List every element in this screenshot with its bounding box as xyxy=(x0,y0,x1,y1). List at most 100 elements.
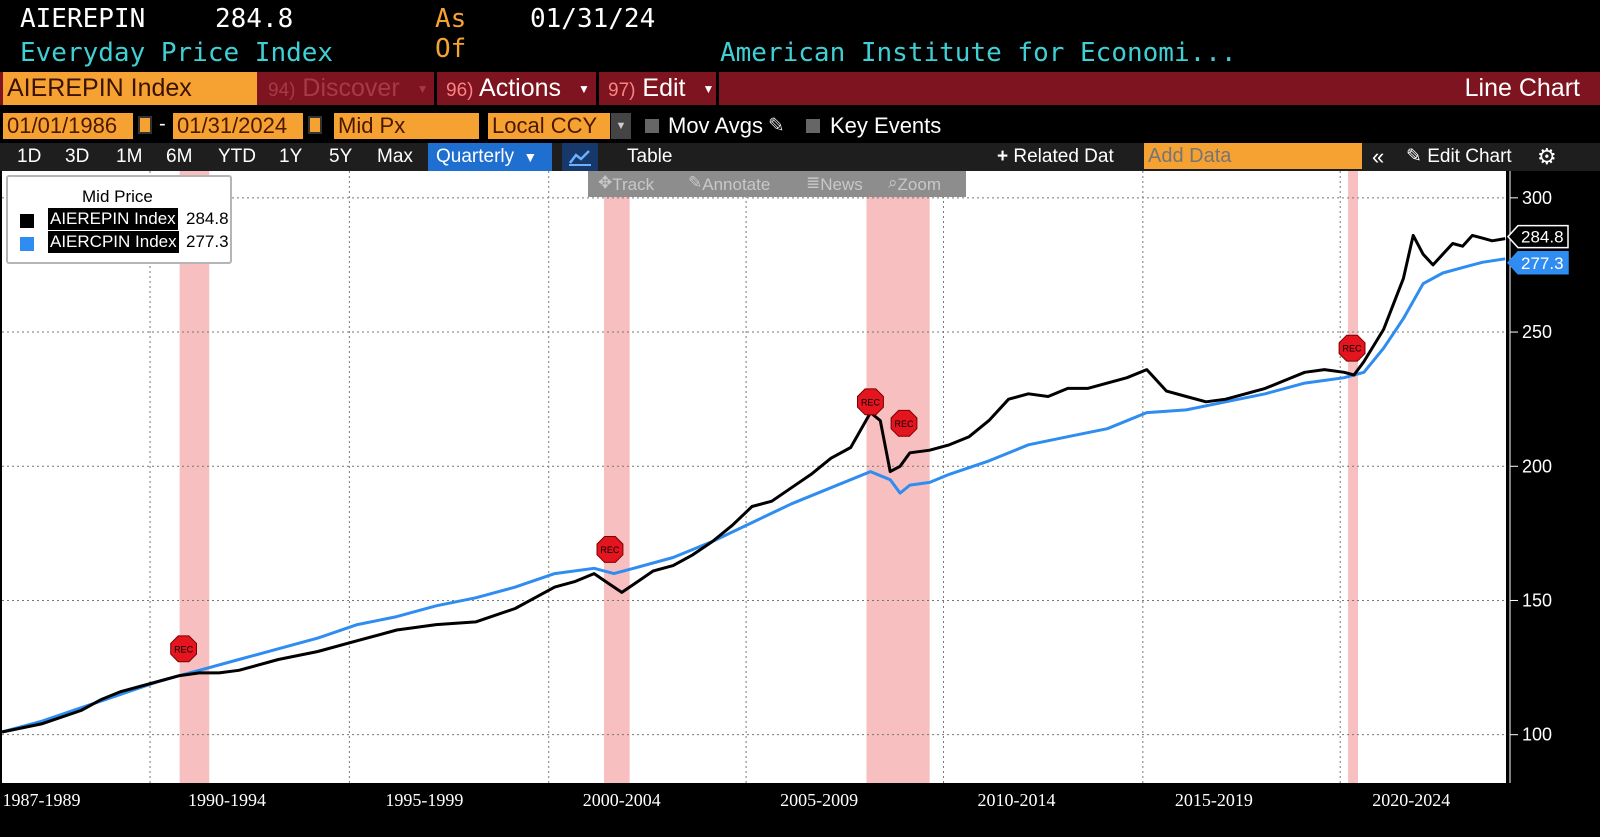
plus-icon: + xyxy=(997,146,1009,167)
period-1d[interactable]: 1D xyxy=(17,146,42,167)
chart-legend: Mid Price AIEREPIN Index 284.8 AIERCPIN … xyxy=(6,175,232,264)
chart-area: REC REC REC REC REC 100 150 200 250 300 284.8 277.3… xyxy=(0,171,1600,837)
controls-bar: 01/01/1986 - 01/31/2024 Mid Px Local CCY… xyxy=(0,113,1600,143)
y-tick-label: 150 xyxy=(1522,590,1552,610)
period-1m[interactable]: 1M xyxy=(116,146,143,167)
x-tick-label: 2020-2024 xyxy=(1372,790,1450,810)
recession-marker-icon xyxy=(1338,334,1366,362)
header-line-2: Everyday Price Index American Institute … xyxy=(20,38,1237,72)
y-tick-label: 100 xyxy=(1522,725,1552,745)
track-button[interactable]: ✥ Track xyxy=(598,173,655,194)
actions-menu[interactable]: 96) Actions ▼ xyxy=(446,72,590,105)
frequency-select[interactable]: Quarterly ▼ xyxy=(428,143,552,171)
period-6m[interactable]: 6M xyxy=(166,146,193,167)
series-line xyxy=(1,233,1506,734)
edit-key: 97) xyxy=(608,80,636,101)
pencil-icon: ✎ xyxy=(1406,146,1422,167)
recession-marker-icon xyxy=(890,409,918,437)
period-3d[interactable]: 3D xyxy=(65,146,90,167)
start-date-field[interactable]: 01/01/1986 xyxy=(3,113,133,139)
news-button[interactable]: ≣ News xyxy=(806,173,863,194)
last-value-label: 284.8 xyxy=(1521,228,1564,247)
period-5y[interactable]: 5Y xyxy=(329,146,353,167)
x-tick-label: 2000-2004 xyxy=(583,790,661,810)
divider xyxy=(434,72,437,105)
legend-name-cpi: AIERCPIN Index xyxy=(48,231,179,253)
recession-band xyxy=(603,171,630,783)
recession-band xyxy=(1348,171,1358,783)
as-of-date: 01/31/24 xyxy=(530,4,656,34)
as-of-label: As Of xyxy=(435,4,467,64)
menu-bar: AIEREPIN Index 94) Discover ▼ 96) Action… xyxy=(0,72,1600,105)
y-tick-label: 250 xyxy=(1522,322,1552,342)
add-data-input[interactable] xyxy=(1144,143,1362,169)
recession-band xyxy=(179,171,210,783)
line-chart-icon[interactable] xyxy=(562,143,598,171)
divider xyxy=(716,72,719,105)
currency-select[interactable]: Local CCY xyxy=(488,113,610,139)
table-button[interactable]: Table xyxy=(627,146,673,167)
recession-marker-icon xyxy=(170,635,197,663)
y-tick-label: 200 xyxy=(1522,456,1552,476)
edit-menu[interactable]: 97) Edit ▼ xyxy=(608,72,714,105)
recession-marker-label: REC xyxy=(861,397,881,407)
start-calendar-icon[interactable] xyxy=(138,116,152,134)
last-price: 284.8 xyxy=(215,4,294,34)
field-select[interactable]: Mid Px xyxy=(334,113,479,139)
period-max[interactable]: Max xyxy=(377,146,413,167)
zoom-label: Zoom xyxy=(897,175,941,194)
series-line xyxy=(1,257,1506,734)
track-label: Track xyxy=(612,175,655,194)
last-value-tag xyxy=(1506,251,1569,275)
actions-label: Actions xyxy=(479,74,562,102)
end-date-field[interactable]: 01/31/2024 xyxy=(173,113,303,139)
frequency-label: Quarterly xyxy=(436,146,515,167)
related-data-button[interactable]: + Related Dat xyxy=(997,143,1114,171)
mov-avgs-checkbox[interactable] xyxy=(645,119,659,133)
end-calendar-icon[interactable] xyxy=(308,116,322,134)
plot-background xyxy=(2,171,1506,783)
last-value-label: 277.3 xyxy=(1521,254,1564,273)
recession-marker-label: REC xyxy=(1343,344,1363,354)
legend-value-cpi: 277.3 xyxy=(186,232,229,251)
recession-band xyxy=(866,171,930,783)
date-dash: - xyxy=(159,113,166,135)
x-tick-label: 1990-1994 xyxy=(188,790,266,810)
period-ytd[interactable]: YTD xyxy=(218,146,256,167)
divider xyxy=(596,72,599,105)
recession-marker-label: REC xyxy=(174,644,194,654)
line-chart: REC REC REC REC REC 100 150 200 250 300 284.8 277.3… xyxy=(1,171,1569,810)
period-1y[interactable]: 1Y xyxy=(279,146,303,167)
recession-marker-icon xyxy=(857,388,884,416)
news-label: News xyxy=(820,175,863,194)
frequency-caret-icon: ▼ xyxy=(523,149,538,165)
pencil-icon[interactable]: ✎ xyxy=(768,115,785,137)
currency-dropdown-icon[interactable]: ▼ xyxy=(611,113,631,139)
annotate-button[interactable]: ✎ Annotate xyxy=(688,173,771,194)
discover-caret-icon: ▼ xyxy=(416,82,429,96)
edit-chart-button[interactable]: ✎ Edit Chart xyxy=(1406,143,1512,171)
discover-label: Discover xyxy=(302,74,400,102)
last-value-tag xyxy=(1506,224,1569,249)
y-tick-label: 300 xyxy=(1522,188,1552,208)
discover-key: 94) xyxy=(268,80,296,101)
x-tick-label: 2010-2014 xyxy=(978,790,1056,810)
edit-chart-label: Edit Chart xyxy=(1427,146,1512,167)
security-name: Everyday Price Index xyxy=(20,38,334,68)
legend-swatch-cpi xyxy=(20,237,34,251)
ticker-symbol: AIEREPIN xyxy=(20,4,146,34)
zoom-button[interactable]: ⌕ Zoom xyxy=(888,173,941,194)
key-events-checkbox[interactable] xyxy=(806,119,820,133)
discover-menu[interactable]: 94) Discover ▼ xyxy=(268,72,429,105)
recession-marker-icon xyxy=(596,536,624,563)
security-field[interactable]: AIEREPIN Index xyxy=(3,72,257,105)
collapse-icon[interactable]: « xyxy=(1372,144,1385,169)
chart-type-label[interactable]: Line Chart xyxy=(1464,74,1580,102)
mov-avgs-label: Mov Avgs xyxy=(668,113,763,138)
recession-marker-label: REC xyxy=(894,419,914,429)
gear-icon[interactable]: ⚙ xyxy=(1537,144,1557,169)
x-tick-label: 2015-2019 xyxy=(1175,790,1253,810)
actions-caret-icon: ▼ xyxy=(577,82,590,96)
edit-caret-icon: ▼ xyxy=(702,82,715,96)
recession-marker-label: REC xyxy=(600,545,620,555)
